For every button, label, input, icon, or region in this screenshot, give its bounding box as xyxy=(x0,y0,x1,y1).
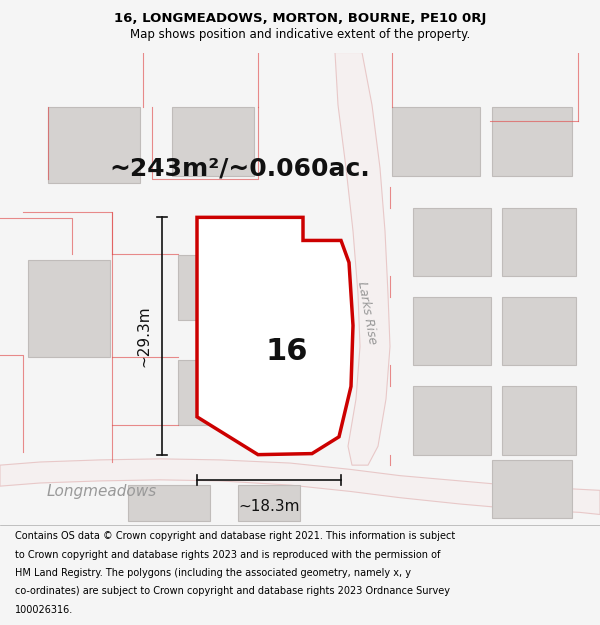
Bar xyxy=(502,208,576,276)
Bar xyxy=(178,255,254,320)
Bar xyxy=(392,107,480,176)
Text: ~29.3m: ~29.3m xyxy=(137,305,151,367)
Bar xyxy=(48,107,140,182)
Polygon shape xyxy=(197,217,353,454)
Text: ~18.3m: ~18.3m xyxy=(238,499,300,514)
Bar xyxy=(413,208,491,276)
Bar xyxy=(238,485,300,521)
Polygon shape xyxy=(0,459,600,514)
Text: 16: 16 xyxy=(266,338,308,366)
Bar xyxy=(178,360,254,425)
Text: 16, LONGMEADOWS, MORTON, BOURNE, PE10 0RJ: 16, LONGMEADOWS, MORTON, BOURNE, PE10 0R… xyxy=(114,11,486,24)
Bar xyxy=(413,297,491,366)
Text: Map shows position and indicative extent of the property.: Map shows position and indicative extent… xyxy=(130,28,470,41)
Bar xyxy=(172,107,254,176)
Bar xyxy=(502,386,576,454)
Bar xyxy=(413,386,491,454)
Text: ~243m²/~0.060ac.: ~243m²/~0.060ac. xyxy=(110,156,370,180)
Bar xyxy=(128,485,210,521)
Text: Contains OS data © Crown copyright and database right 2021. This information is : Contains OS data © Crown copyright and d… xyxy=(15,531,455,541)
Bar xyxy=(28,261,110,357)
Polygon shape xyxy=(335,52,390,465)
Text: co-ordinates) are subject to Crown copyright and database rights 2023 Ordnance S: co-ordinates) are subject to Crown copyr… xyxy=(15,586,450,596)
Bar xyxy=(492,460,572,518)
Text: HM Land Registry. The polygons (including the associated geometry, namely x, y: HM Land Registry. The polygons (includin… xyxy=(15,568,411,578)
Text: Larks Rise: Larks Rise xyxy=(355,281,379,346)
Text: Longmeadows: Longmeadows xyxy=(47,484,157,499)
Text: 100026316.: 100026316. xyxy=(15,605,73,615)
Bar xyxy=(502,297,576,366)
Text: to Crown copyright and database rights 2023 and is reproduced with the permissio: to Crown copyright and database rights 2… xyxy=(15,549,440,559)
Bar xyxy=(492,107,572,176)
